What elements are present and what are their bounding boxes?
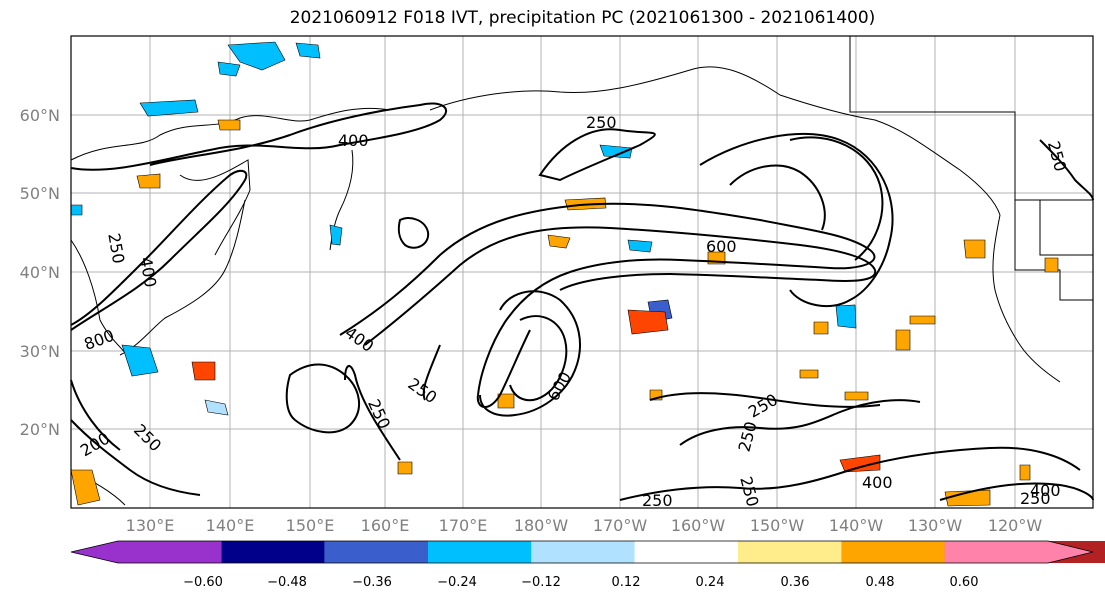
- contour-label: 250: [586, 113, 617, 132]
- map-title: 2021060912 F018 IVT, precipitation PC (2…: [289, 8, 876, 28]
- lon-label: 120°W: [988, 516, 1043, 535]
- colorbar-segment: [324, 541, 428, 563]
- lon-label: 140°E: [206, 516, 255, 535]
- colorbar-extend-min: [71, 541, 222, 563]
- colorbar-tick-label: 0.36: [781, 575, 810, 590]
- map-frame: [70, 35, 1094, 509]
- lon-label: 150°W: [750, 516, 805, 535]
- contour-label: 600: [706, 237, 737, 256]
- lon-label: 130°W: [908, 516, 963, 535]
- colorbar-tick-label: 0.48: [866, 575, 895, 590]
- colorbar-tick-label: −0.36: [352, 575, 392, 590]
- contour-label: 400: [862, 473, 893, 492]
- lon-label: 180°W: [514, 516, 569, 535]
- colorbar-segment: [841, 541, 945, 563]
- lon-label: 160°E: [361, 516, 410, 535]
- colorbar-segment: [531, 541, 635, 563]
- lon-label: 160°W: [671, 516, 726, 535]
- colorbar-segment: [634, 541, 738, 563]
- colorbar-tick-label: −0.12: [521, 575, 561, 590]
- latitude-labels: 60°N 50°N 40°N 30°N 20°N: [20, 106, 60, 439]
- lon-label: 150°E: [286, 516, 335, 535]
- colorbar: [70, 540, 1105, 564]
- colorbar-outline: [70, 540, 1094, 564]
- contour-label: 250: [1020, 489, 1051, 508]
- lat-label: 50°N: [20, 184, 60, 203]
- lon-label: 140°W: [829, 516, 884, 535]
- colorbar-tick-label: 0.60: [950, 575, 979, 590]
- contour-label: 400: [1030, 481, 1061, 500]
- ivt-contours: [70, 102, 1094, 501]
- colorbar-tick-label: −0.48: [267, 575, 307, 590]
- longitude-labels: 130°E 140°E 150°E 160°E 170°E 180°W 170°…: [126, 516, 1043, 535]
- contour-label: 250: [642, 491, 673, 510]
- lat-label: 30°N: [20, 342, 60, 361]
- lat-label: 40°N: [20, 263, 60, 282]
- colorbar-tick-labels: −0.60 −0.48 −0.36 −0.24 −0.12 0.12 0.24 …: [183, 575, 978, 590]
- lon-label: 170°W: [593, 516, 648, 535]
- political-boundaries: [849, 36, 1093, 301]
- lat-label: 60°N: [20, 106, 60, 125]
- lon-label: 130°E: [126, 516, 175, 535]
- contour-label: 400: [338, 131, 369, 150]
- colorbar-tick-label: 0.12: [612, 575, 641, 590]
- colorbar-extend-max: [944, 541, 1093, 563]
- lon-label: 170°E: [439, 516, 488, 535]
- colorbar-segment: [738, 541, 842, 563]
- lat-label: 20°N: [20, 420, 60, 439]
- colorbar-tick-label: 0.24: [696, 575, 725, 590]
- colorbar-segment: [428, 541, 532, 563]
- colorbar-segment: [221, 541, 325, 563]
- colorbar-tick-label: −0.60: [183, 575, 223, 590]
- colorbar-tick-label: −0.24: [437, 575, 477, 590]
